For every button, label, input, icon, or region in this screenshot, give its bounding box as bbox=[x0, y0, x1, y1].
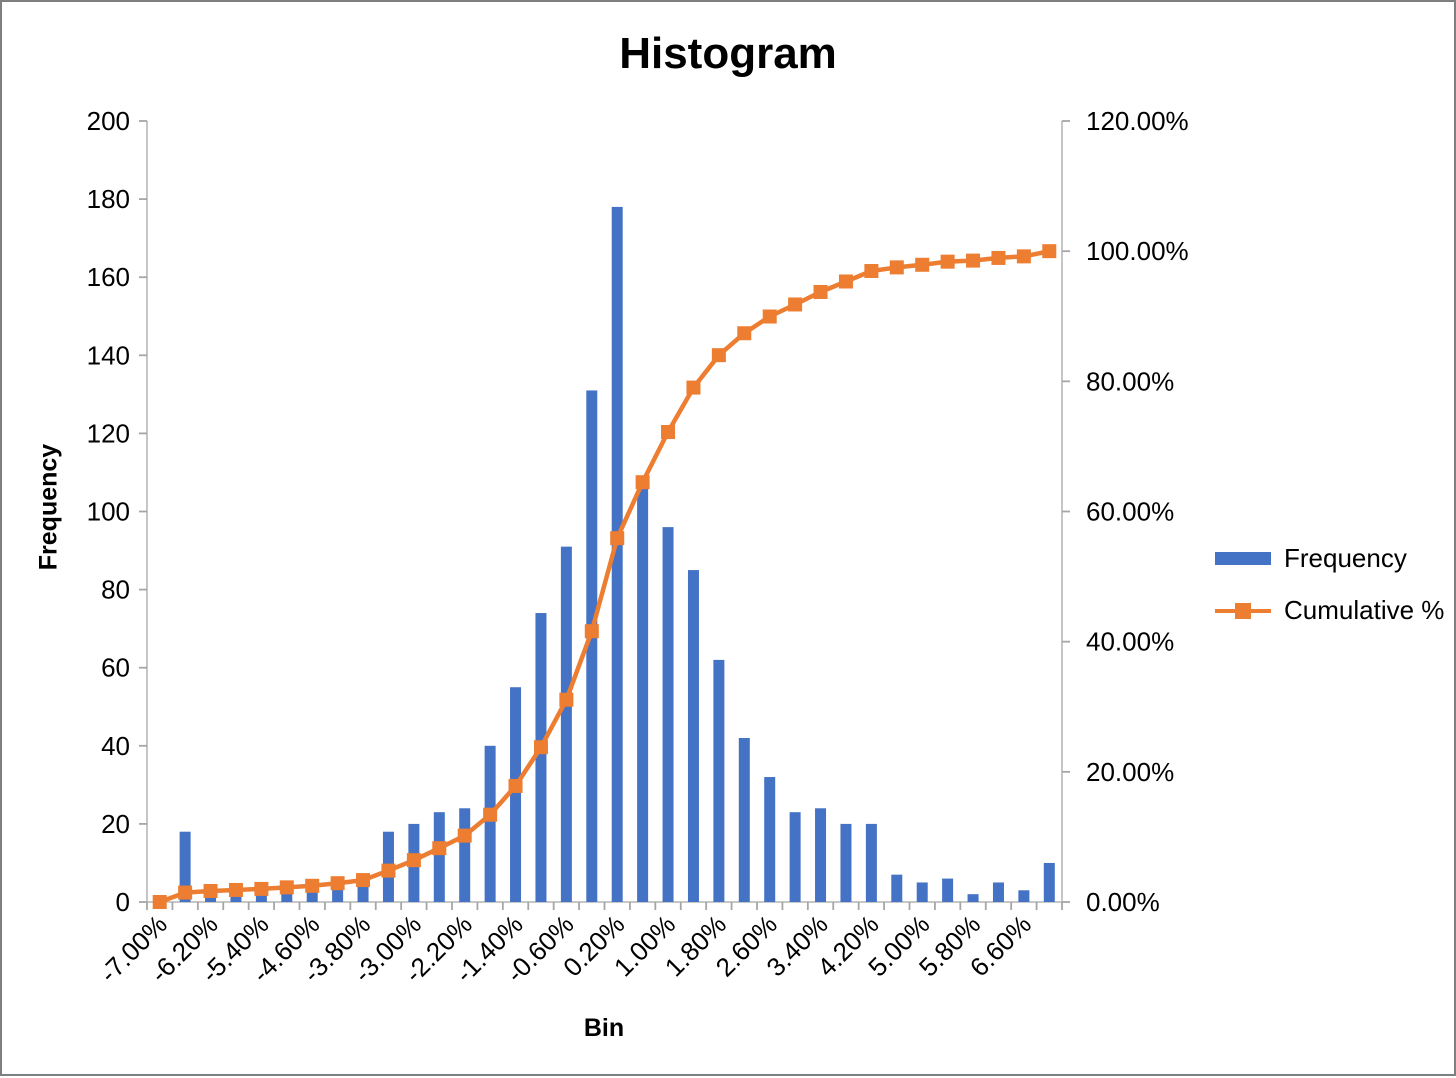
frequency-bar bbox=[1018, 890, 1030, 902]
right-axis-tick-label: 20.00% bbox=[1086, 757, 1174, 787]
left-axis-tick-label: 120 bbox=[87, 418, 130, 448]
cumulative-marker bbox=[610, 531, 625, 546]
frequency-bar bbox=[484, 745, 496, 902]
left-axis-tick-label: 80 bbox=[101, 575, 130, 605]
cumulative-marker bbox=[711, 348, 726, 363]
frequency-bar bbox=[916, 882, 928, 902]
cumulative-line bbox=[158, 248, 1050, 905]
cumulative-marker bbox=[254, 881, 269, 896]
cumulative-marker bbox=[330, 876, 345, 891]
frequency-series-swatch bbox=[1215, 552, 1271, 565]
right-axis-tick-label: 80.00% bbox=[1086, 366, 1174, 396]
cumulative-series-swatch bbox=[1215, 602, 1271, 619]
cumulative-marker bbox=[228, 882, 243, 897]
cumulative-marker bbox=[940, 254, 955, 269]
cumulative-marker bbox=[178, 885, 193, 900]
frequency-bar bbox=[332, 882, 344, 902]
frequency-bar bbox=[1043, 862, 1055, 902]
cumulative-marker bbox=[788, 297, 803, 312]
cumulative-marker bbox=[762, 309, 777, 324]
frequency-bar bbox=[255, 894, 267, 902]
frequency-bar bbox=[433, 812, 445, 902]
cumulative-marker bbox=[686, 380, 701, 395]
left-axis-tick-label: 140 bbox=[87, 340, 130, 370]
legend-label-frequency: Frequency bbox=[1284, 543, 1407, 573]
right-axis-tick-label: 60.00% bbox=[1086, 497, 1174, 527]
frequency-bar bbox=[992, 882, 1004, 902]
frequency-bar bbox=[586, 390, 598, 902]
cumulative-marker bbox=[305, 878, 320, 893]
right-axis-tick-label: 0.00% bbox=[1086, 887, 1160, 917]
frequency-bar bbox=[815, 808, 827, 902]
left-axis-tick-label: 160 bbox=[87, 262, 130, 292]
cumulative-marker bbox=[813, 284, 828, 299]
right-axis-tick-label: 120.00% bbox=[1086, 106, 1189, 136]
frequency-bar bbox=[942, 878, 954, 902]
right-axis-tick-label: 40.00% bbox=[1086, 627, 1174, 657]
frequency-bar bbox=[611, 206, 623, 902]
frequency-bar bbox=[789, 812, 801, 902]
cumulative-marker bbox=[533, 740, 548, 755]
cumulative-marker bbox=[381, 863, 396, 878]
cumulative-marker bbox=[838, 274, 853, 289]
cumulative-marker-swatch bbox=[1235, 602, 1251, 619]
legend-item-cumulative: Cumulative % bbox=[1215, 595, 1444, 626]
x-axis-title: Bin bbox=[583, 1014, 625, 1042]
frequency-bar bbox=[560, 546, 572, 902]
frequency-bar bbox=[306, 890, 318, 902]
left-axis-tick-label: 100 bbox=[87, 497, 130, 527]
frequency-bar bbox=[687, 570, 699, 902]
right-axis-tick-label: 100.00% bbox=[1086, 236, 1189, 266]
cumulative-marker bbox=[406, 853, 421, 868]
frequency-bar bbox=[637, 484, 649, 902]
frequency-bar bbox=[281, 890, 293, 902]
left-axis-tick-label: 200 bbox=[87, 106, 130, 136]
cumulative-marker bbox=[584, 624, 599, 639]
cumulative-marker bbox=[432, 841, 447, 856]
left-axis-tick-label: 40 bbox=[101, 731, 130, 761]
cumulative-marker bbox=[1016, 249, 1031, 264]
cumulative-marker bbox=[559, 692, 574, 707]
left-axis-tick-label: 180 bbox=[87, 184, 130, 214]
frequency-bar bbox=[840, 823, 852, 902]
legend-item-frequency: Frequency bbox=[1215, 543, 1444, 574]
cumulative-marker bbox=[864, 264, 879, 279]
frequency-bar bbox=[510, 687, 522, 902]
frequency-bar bbox=[713, 659, 725, 902]
frequency-bar bbox=[179, 831, 191, 902]
frequency-bar bbox=[738, 737, 750, 902]
frequency-bar bbox=[865, 823, 877, 902]
frequency-bar bbox=[967, 894, 979, 902]
cumulative-marker bbox=[356, 873, 371, 888]
cumulative-marker bbox=[915, 257, 930, 272]
frequency-bar bbox=[230, 894, 242, 902]
cumulative-marker bbox=[483, 807, 498, 822]
cumulative-marker bbox=[508, 778, 523, 793]
cumulative-marker bbox=[457, 828, 472, 843]
frequency-bar bbox=[891, 874, 903, 902]
cumulative-marker bbox=[279, 880, 294, 895]
legend-label-cumulative: Cumulative % bbox=[1284, 595, 1445, 625]
left-axis-tick-label: 0 bbox=[116, 887, 130, 917]
frequency-bar bbox=[357, 878, 369, 902]
cumulative-marker bbox=[635, 475, 650, 490]
legend: Frequency Cumulative % bbox=[1215, 543, 1444, 626]
frequency-bar bbox=[535, 613, 547, 902]
cumulative-marker bbox=[991, 250, 1006, 265]
cumulative-marker bbox=[203, 884, 218, 899]
cumulative-marker bbox=[966, 253, 981, 268]
frequency-bar bbox=[459, 808, 471, 902]
cumulative-marker bbox=[1042, 244, 1057, 259]
frequency-bar bbox=[764, 777, 776, 902]
frequency-bar bbox=[662, 527, 674, 902]
cumulative-marker bbox=[152, 895, 167, 909]
cumulative-marker bbox=[889, 260, 904, 275]
chart-title: Histogram bbox=[619, 29, 837, 78]
left-axis-tick-label: 20 bbox=[101, 809, 130, 839]
cumulative-marker bbox=[737, 326, 752, 341]
left-axis-tick-label: 60 bbox=[101, 653, 130, 683]
cumulative-marker bbox=[661, 425, 676, 440]
